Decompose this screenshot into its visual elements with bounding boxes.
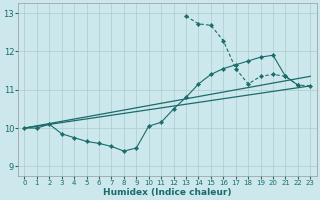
X-axis label: Humidex (Indice chaleur): Humidex (Indice chaleur): [103, 188, 232, 197]
